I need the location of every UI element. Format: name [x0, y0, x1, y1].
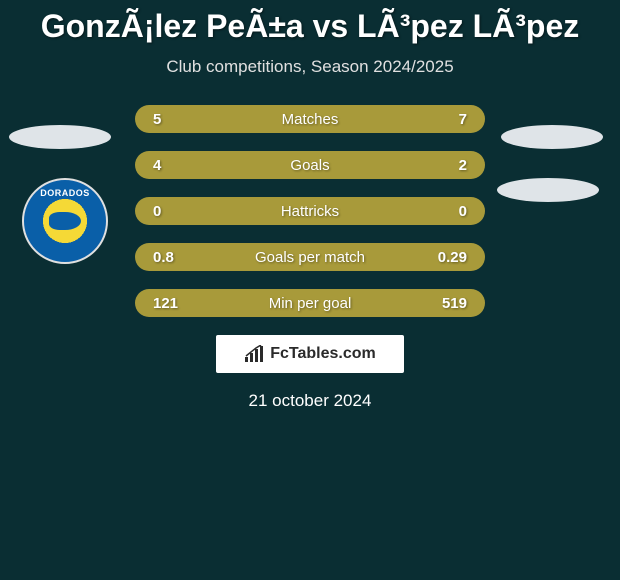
- stat-right-value: 7: [459, 111, 467, 128]
- stat-left-value: 5: [153, 111, 161, 128]
- stat-row-hattricks: 0 Hattricks 0: [0, 197, 620, 225]
- stat-label: Min per goal: [269, 295, 352, 312]
- branding-container: FcTables.com: [0, 335, 620, 373]
- stat-left-value: 0.8: [153, 249, 174, 266]
- stat-left-value: 121: [153, 295, 178, 312]
- stat-left-value: 4: [153, 157, 161, 174]
- brand-box[interactable]: FcTables.com: [216, 335, 404, 373]
- stat-bar: 0 Hattricks 0: [135, 197, 485, 225]
- stat-left-value: 0: [153, 203, 161, 220]
- stat-row-mpg: 121 Min per goal 519: [0, 289, 620, 317]
- stat-bar: 0.8 Goals per match 0.29: [135, 243, 485, 271]
- stat-right-value: 0: [459, 203, 467, 220]
- stat-label: Hattricks: [281, 203, 339, 220]
- stat-bar: 4 Goals 2: [135, 151, 485, 179]
- stat-label: Goals: [290, 157, 329, 174]
- stat-bar: 5 Matches 7: [135, 105, 485, 133]
- stats-container: 5 Matches 7 4 Goals 2 0 Hattricks 0 0.8 …: [0, 105, 620, 317]
- page-title: GonzÃ¡lez PeÃ±a vs LÃ³pez LÃ³pez: [0, 0, 620, 45]
- stat-right-value: 519: [442, 295, 467, 312]
- stat-right-value: 2: [459, 157, 467, 174]
- stat-label: Goals per match: [255, 249, 365, 266]
- stat-row-matches: 5 Matches 7: [0, 105, 620, 133]
- stat-right-value: 0.29: [438, 249, 467, 266]
- brand-text: FcTables.com: [270, 345, 376, 363]
- stat-bar: 121 Min per goal 519: [135, 289, 485, 317]
- stat-label: Matches: [282, 111, 339, 128]
- stat-row-goals: 4 Goals 2: [0, 151, 620, 179]
- stat-row-gpm: 0.8 Goals per match 0.29: [0, 243, 620, 271]
- subtitle: Club competitions, Season 2024/2025: [0, 57, 620, 77]
- date-label: 21 october 2024: [0, 391, 620, 411]
- chart-icon: [244, 345, 264, 363]
